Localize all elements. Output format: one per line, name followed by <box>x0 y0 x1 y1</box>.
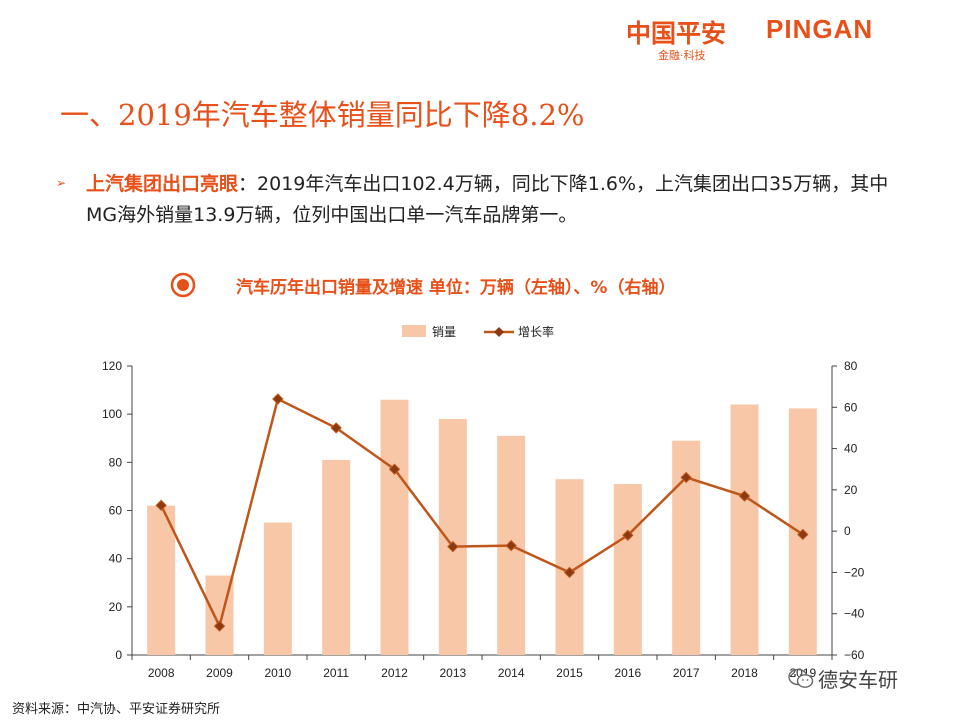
x-tick-label: 2008 <box>148 666 175 680</box>
growth-marker-2018 <box>738 490 751 502</box>
x-tick-label: 2014 <box>498 666 525 680</box>
watermark-text: 德安车研 <box>818 668 898 692</box>
chart-title: 汽车历年出口销量及增速 单位：万辆（左轴）、%（右轴） <box>236 278 676 298</box>
growth-marker-2009 <box>213 620 226 632</box>
bar-2011 <box>322 459 351 655</box>
bullet-arrow-icon: ➢ <box>56 176 67 190</box>
x-tick-label: 2016 <box>614 666 641 680</box>
export-sales-chart: 0 20 40 60 80 100 120 80 60 40 20 0 −20 −40 −60 2008 200… <box>102 324 865 680</box>
logo-english-text: PINGAN <box>766 14 874 44</box>
legend-bar-label: 销量 <box>432 325 456 339</box>
right-tick-label: 0 <box>844 524 851 538</box>
growth-marker-2014 <box>505 539 517 552</box>
bar-2018 <box>730 404 759 655</box>
bullet-heading: 上汽集团出口亮眼 <box>86 173 239 195</box>
right-tick-label: 80 <box>844 359 858 373</box>
right-tick-label: 40 <box>844 442 858 456</box>
growth-rate-line <box>160 397 804 630</box>
source-note: 资料来源：中汽协、平安证券研究所 <box>12 702 221 717</box>
left-tick-label: 60 <box>109 504 123 518</box>
logo-tagline: 金融·科技 <box>658 49 706 62</box>
x-tick-label: 2013 <box>439 666 466 680</box>
right-tick-label: −20 <box>844 565 865 579</box>
bar-2013 <box>438 418 467 655</box>
wechat-icon <box>788 668 814 688</box>
legend-line-marker <box>494 327 504 337</box>
left-tick-label: 20 <box>109 600 123 614</box>
legend-bar-swatch <box>402 325 426 337</box>
right-tick-label: −60 <box>844 648 865 662</box>
x-tick-label: 2010 <box>264 666 291 680</box>
bar-2012 <box>380 399 409 655</box>
right-tick-label: 20 <box>844 483 858 497</box>
watermark: 德安车研 <box>788 664 948 694</box>
bar-2010 <box>263 522 292 655</box>
right-tick-label: 60 <box>844 400 858 414</box>
left-tick-label: 100 <box>102 407 122 421</box>
growth-marker-2011 <box>330 422 342 434</box>
growth-marker-2015 <box>563 566 576 579</box>
growth-marker-2012 <box>388 463 401 475</box>
x-tick-label: 2015 <box>556 666 583 680</box>
bullet-paragraph: 上汽集团出口亮眼：2019年汽车出口102.4万辆，同比下降1.6%，上汽集团出… <box>86 169 906 231</box>
right-tick-label: −40 <box>844 607 865 621</box>
x-tick-label: 2017 <box>673 666 700 680</box>
legend-line-label: 增长率 <box>518 324 554 339</box>
growth-marker-2008 <box>155 499 167 512</box>
bar-2008 <box>147 505 176 655</box>
x-tick-label: 2018 <box>731 666 758 680</box>
left-tick-label: 0 <box>115 648 122 662</box>
x-tick-label: 2009 <box>206 666 233 680</box>
left-tick-label: 80 <box>109 455 123 469</box>
x-tick-label: 2012 <box>381 666 408 680</box>
growth-marker-2019 <box>797 528 809 541</box>
left-tick-label: 120 <box>102 359 122 373</box>
growth-marker-2017 <box>680 471 692 484</box>
left-tick-label: 40 <box>109 552 123 566</box>
logo-chinese-text: 中国平安 <box>626 19 727 48</box>
x-tick-label: 2011 <box>323 666 349 680</box>
growth-marker-2016 <box>622 529 634 541</box>
slide-title: 一、2019年汽车整体销量同比下降8.2% <box>60 98 585 132</box>
growth-marker-2010 <box>272 393 284 405</box>
target-icon <box>170 272 196 298</box>
growth-marker-2013 <box>447 540 459 553</box>
pingan-logo: 中国平安 PINGAN 金融·科技 <box>626 14 906 64</box>
bullet-body: ：2019年汽车出口102.4万辆，同比下降1.6%，上汽集团出口35万辆，其中… <box>86 173 889 226</box>
bar-2016 <box>613 484 642 655</box>
